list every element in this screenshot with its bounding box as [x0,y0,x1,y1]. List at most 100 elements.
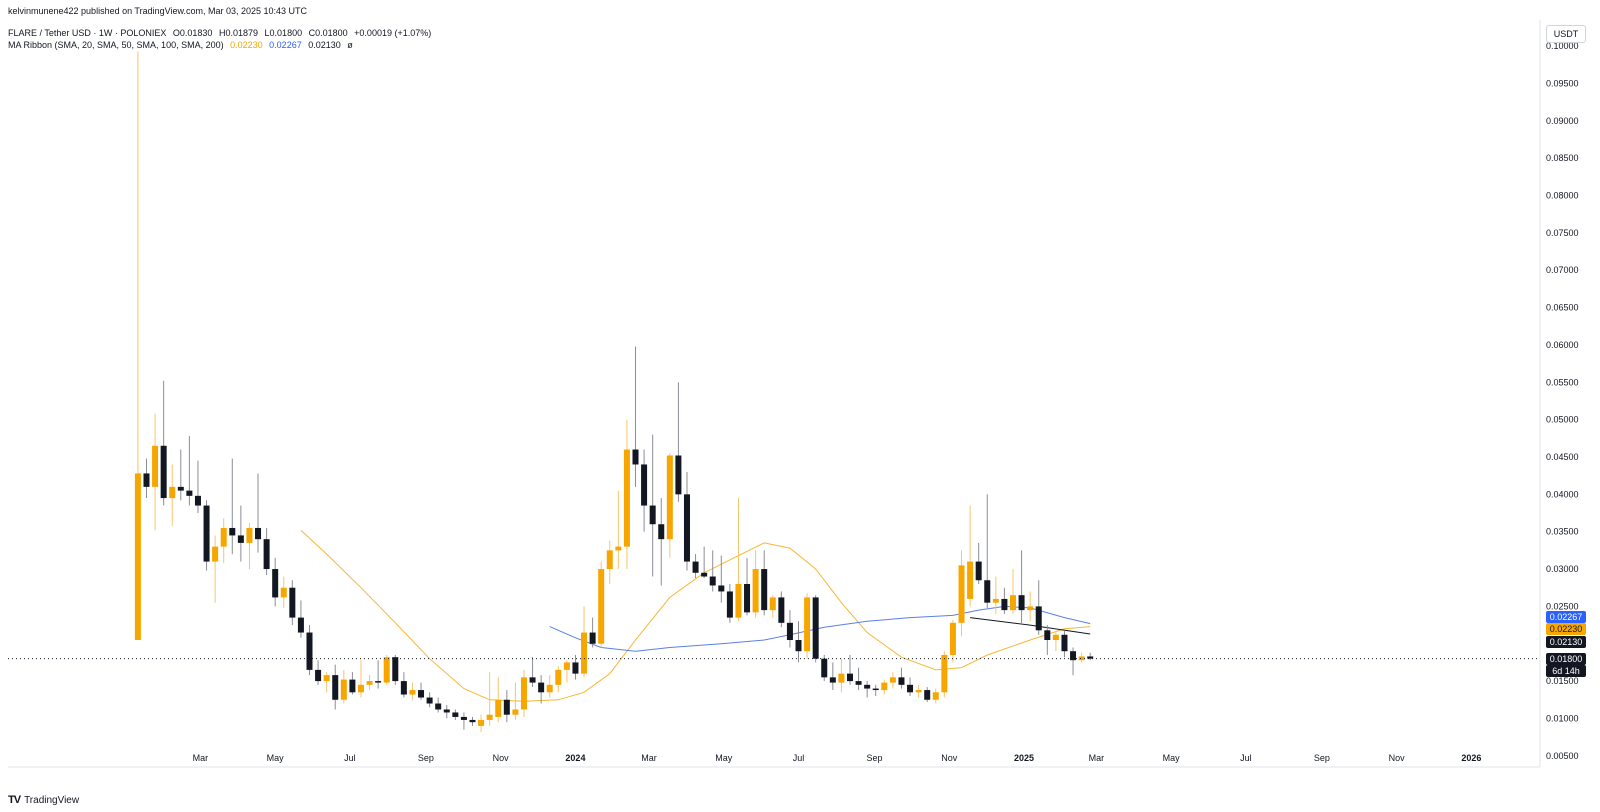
candle-body [469,719,476,723]
candle [932,688,939,704]
y-tick-label: 0.01000 [1546,713,1579,723]
candle-body [641,464,648,506]
y-tick-label: 0.00500 [1546,751,1579,761]
ma50-value: 0.02267 [269,40,302,50]
candle-body [855,681,862,685]
high-value: 0.01879 [225,28,259,38]
candle [246,522,253,570]
candle-body [975,561,982,581]
candle-body [1001,598,1008,611]
candle [169,464,176,526]
candle-body [924,690,931,700]
candle [315,660,322,685]
candle-body [315,669,322,682]
candle [495,677,502,723]
candle-body [538,682,545,693]
tradingview-logo[interactable]: TV TradingView [8,794,79,806]
candle [503,690,510,723]
candle-body [726,591,733,618]
candle-body [1027,606,1034,611]
candle [907,677,914,697]
candle-body [555,669,562,685]
ma-ribbon-legend[interactable]: MA Ribbon (SMA, 20, SMA, 50, SMA, 100, S… [8,40,357,50]
candle [546,675,553,698]
symbol-legend[interactable]: FLARE / Tether USD · 1W · POLONIEX O0.01… [8,28,431,38]
candle [718,555,725,603]
candle-body [357,684,364,693]
candle-body [572,662,579,674]
candle-body [237,535,244,543]
candle-body [718,585,725,592]
ma50-line [549,605,1091,652]
candle-body [160,445,167,499]
candle [623,419,630,570]
candle-body [263,539,270,570]
candle [460,712,467,730]
candle [992,576,999,614]
candle-body [649,505,656,525]
candle-body [846,673,853,682]
currency-button[interactable]: USDT [1546,25,1586,43]
candle-body [460,716,467,720]
candle [889,672,896,689]
candle-body [752,569,759,613]
candle-body [1087,656,1094,659]
low-label: L [264,28,270,38]
candle-body [958,565,965,623]
candle [383,654,390,685]
x-tick-label: Sep [866,753,882,763]
candle-body [941,654,948,693]
candle-body [246,527,253,543]
candle [152,413,159,531]
candle [203,500,210,571]
time-axis[interactable]: Mar May Jul Sep Nov 2024 Mar May Jul Sep Nov 2025 Ma… [193,753,1482,763]
candle [726,583,733,623]
candle-body [623,449,630,547]
ma100-value: 0.02130 [308,40,341,50]
candle [143,458,150,499]
candle [212,535,219,603]
candle-body [889,677,896,683]
candle [658,498,665,586]
candle [829,662,836,691]
x-tick-label: 2026 [1461,753,1481,763]
candle-body [761,569,768,611]
candle [967,505,974,607]
candle-body [186,490,193,496]
candle [615,490,622,570]
candle-body [1070,651,1077,661]
y-tick-label: 0.07000 [1546,265,1579,275]
y-tick-label: 0.10000 [1546,41,1579,51]
candle [297,600,304,638]
tradingview-logo-text: TradingView [24,794,80,806]
price-axis[interactable]: 0.10000 0.09500 0.09000 0.08500 0.08000 0.075… [1546,41,1579,761]
candle [1035,580,1042,635]
y-tick-label: 0.08000 [1546,191,1579,201]
candle [666,453,673,558]
candle [194,460,201,514]
candle [1001,587,1008,614]
candle [486,672,493,726]
candle [1044,625,1051,655]
candle [134,51,141,641]
candle [581,606,588,678]
candle [761,550,768,616]
candle-body [1078,656,1085,661]
candle-body [795,640,802,652]
candle [752,550,759,618]
candle [778,591,785,628]
y-tick-label: 0.04000 [1546,489,1579,499]
candle-body [503,699,510,715]
candle-body [340,679,347,700]
x-tick-label: Nov [493,753,510,763]
y-tick-label: 0.09500 [1546,78,1579,88]
ma20-value: 0.02230 [230,40,263,50]
candle [452,709,459,720]
candle-body [529,677,536,683]
candle [555,666,562,693]
candle-body [306,632,313,670]
ma200-value: ø [347,40,353,50]
candle [349,672,356,695]
candle [478,714,485,732]
